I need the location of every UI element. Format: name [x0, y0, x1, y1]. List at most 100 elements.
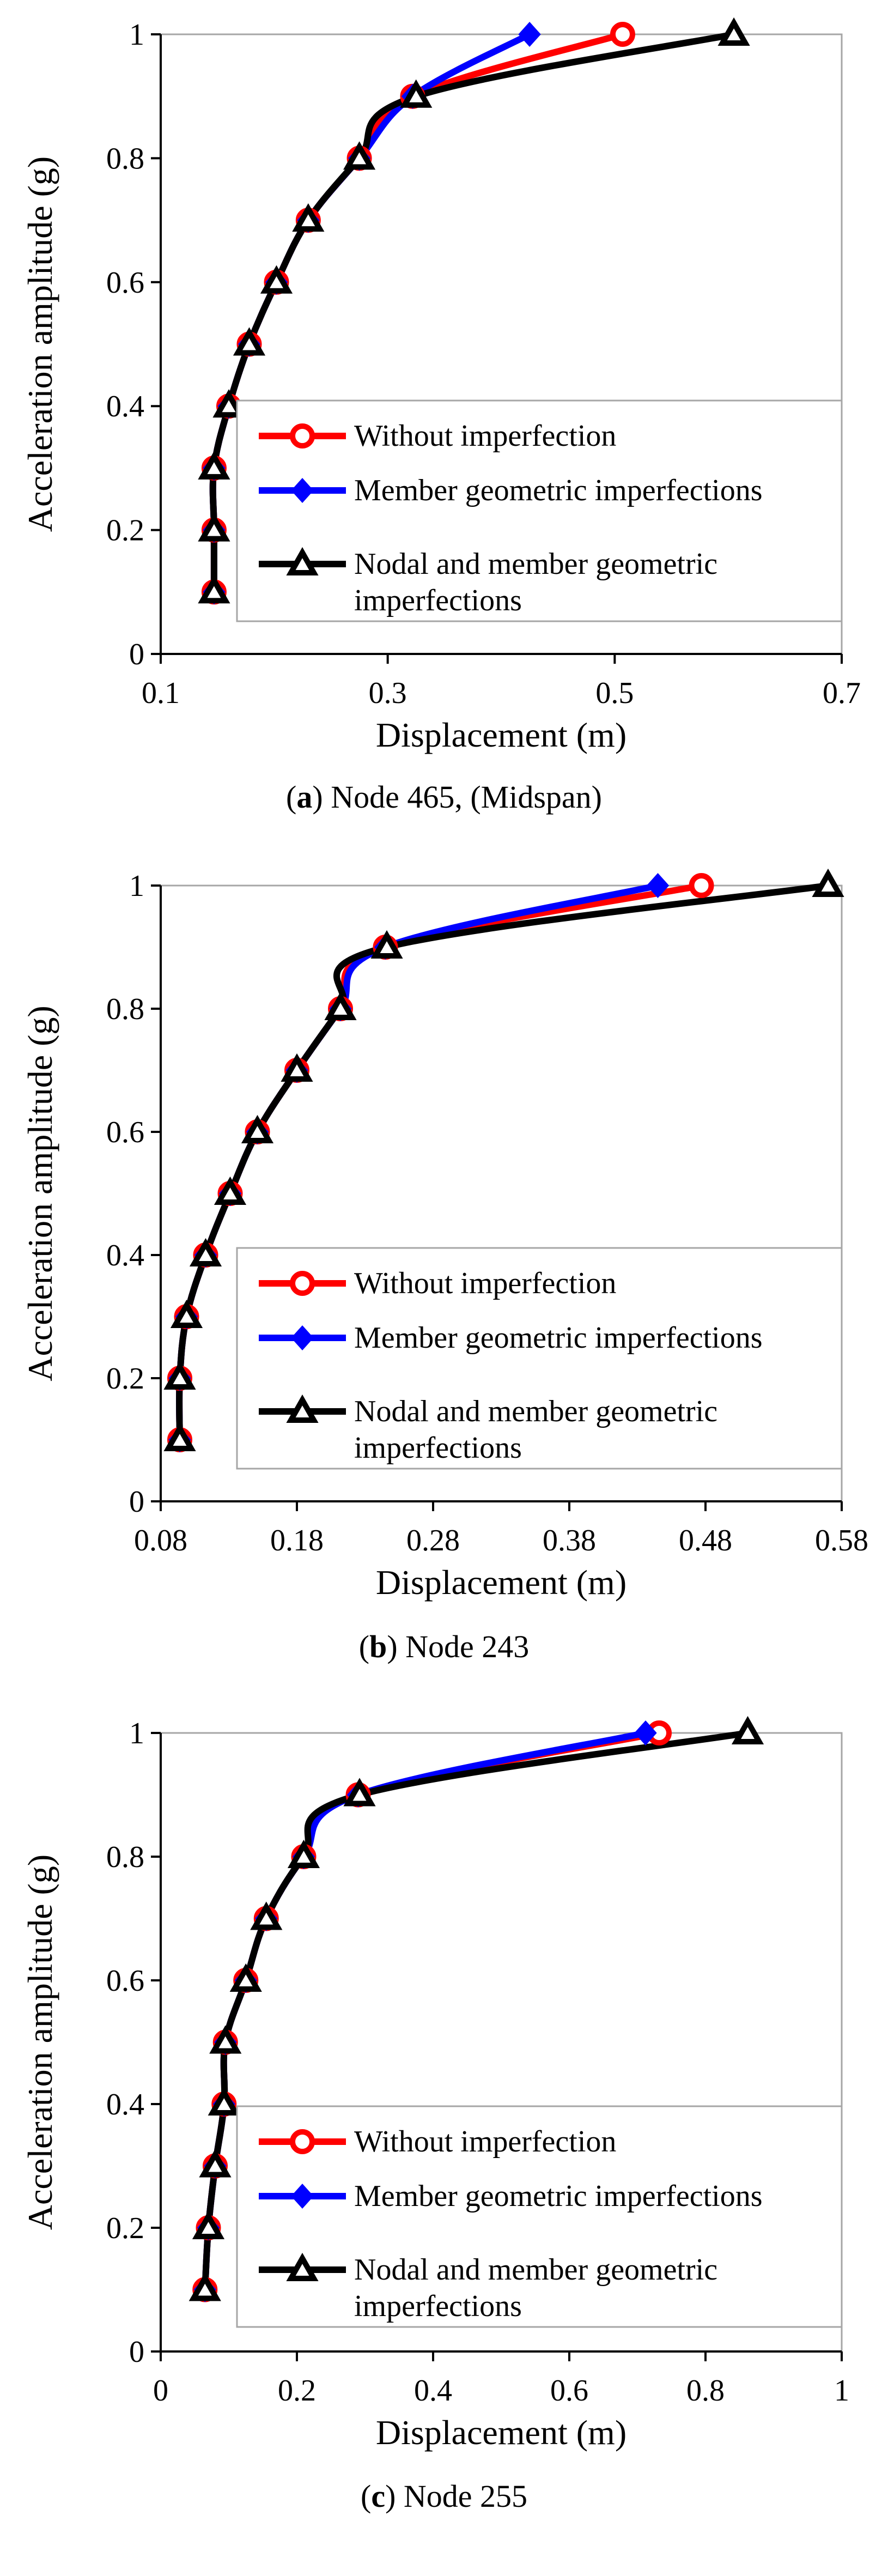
legend-swatch-marker [290, 1271, 315, 1296]
data-point [731, 1716, 764, 1744]
data-point [212, 389, 245, 418]
caption-text: ) Node 465, (Midspan) [312, 779, 602, 815]
x-axis-title: Displacement (m) [376, 716, 627, 754]
data-point [170, 1299, 203, 1328]
x-tick-label: 0.5 [595, 676, 634, 710]
data-point [198, 513, 230, 542]
legend-swatch-marker [290, 423, 315, 448]
y-tick-label: 0 [129, 1485, 144, 1519]
caption-text: ) Node 243 [387, 1629, 529, 1664]
y-tick-label: 0.8 [106, 1840, 144, 1874]
data-point [343, 1778, 376, 1807]
legend-swatch-marker [291, 2184, 314, 2209]
data-point [189, 1238, 222, 1266]
legend-swatch-marker [290, 2129, 315, 2154]
legend-label-nodal-1: Nodal and member geometric [354, 1395, 717, 1428]
y-tick-label: 1 [129, 869, 144, 903]
data-point [400, 79, 433, 108]
x-tick-label: 0.3 [369, 676, 407, 710]
data-point [343, 141, 376, 170]
legend-label-member: Member geometric imperfections [354, 1321, 763, 1355]
legend-label-nodal-2: imperfections [354, 2289, 522, 2323]
y-tick-label: 1 [129, 18, 144, 52]
x-tick-label: 0.8 [686, 2374, 725, 2408]
data-point [188, 2272, 221, 2301]
data-point [192, 2210, 225, 2239]
y-tick-label: 0.8 [106, 992, 144, 1026]
data-point [324, 991, 357, 1020]
legend: Without imperfection Member geometric imp… [236, 2105, 843, 2328]
data-point [198, 451, 230, 480]
x-tick-label: 0.58 [815, 1524, 868, 1557]
legend: Without imperfection Member geometric imp… [236, 399, 843, 622]
data-point [717, 17, 750, 46]
caption-open: ( [361, 2478, 371, 2514]
chart-panel-c: 0 0.2 0.4 0.6 0.8 1 0 0.2 0.4 0.6 0.8 1 Displacement… [21, 1716, 849, 2514]
caption-letter: c [371, 2478, 385, 2514]
legend-swatch-marker [291, 1325, 314, 1350]
legend-swatch-marker [286, 2252, 319, 2281]
legend-label-nodal-1: Nodal and member geometric [354, 2253, 717, 2287]
y-tick-label: 0.6 [106, 266, 144, 300]
markers-nodal [163, 868, 844, 1451]
x-tick-label: 0.2 [278, 2374, 316, 2408]
legend-label-nodal-1: Nodal and member geometric [354, 547, 717, 581]
data-point [281, 1053, 313, 1082]
legend-label-member: Member geometric imperfections [354, 2179, 763, 2213]
x-tick-label: 0.48 [679, 1524, 732, 1557]
data-point [163, 1422, 196, 1451]
markers-nodal [198, 17, 750, 604]
legend-label-without: Without imperfection [354, 1266, 616, 1300]
data-point [292, 203, 325, 232]
legend-label-nodal-2: imperfections [354, 584, 522, 617]
legend-swatch-marker [291, 478, 314, 503]
y-tick-label: 0.6 [106, 1116, 144, 1149]
figure-caption: (a) Node 465, (Midspan) [286, 779, 602, 815]
caption-open: ( [286, 779, 296, 815]
x-tick-label: 0 [153, 2374, 168, 2408]
data-point [209, 2025, 242, 2054]
x-tick-label: 0.08 [134, 1524, 187, 1557]
caption-letter: b [369, 1629, 387, 1664]
data-point [634, 1720, 657, 1745]
data-point [689, 873, 714, 898]
data-point [370, 930, 403, 959]
x-tick-label: 0.18 [270, 1524, 324, 1557]
data-point [233, 327, 266, 356]
legend-label-member: Member geometric imperfections [354, 474, 763, 507]
x-axis-title: Displacement (m) [376, 1563, 627, 1602]
legend-swatch-marker [286, 547, 319, 575]
y-axis-title: Acceleration amplitude (g) [21, 1005, 59, 1381]
y-tick-label: 0.2 [106, 514, 144, 548]
figure-caption: (b) Node 243 [359, 1629, 530, 1664]
data-point [229, 1963, 262, 1992]
data-point [287, 1839, 320, 1868]
data-point [208, 2087, 240, 2116]
y-tick-label: 0.4 [106, 390, 144, 423]
y-tick-label: 0 [129, 638, 144, 671]
y-tick-label: 0 [129, 2335, 144, 2369]
y-tick-label: 0.6 [106, 1964, 144, 1998]
x-tick-label: 0.7 [823, 676, 861, 710]
y-tick-label: 0.4 [106, 2088, 144, 2122]
data-point [518, 22, 541, 47]
x-tick-label: 1 [834, 2374, 849, 2408]
y-tick-label: 0.8 [106, 142, 144, 175]
data-point [214, 1176, 247, 1205]
legend: Without imperfection Member geometric imp… [236, 1247, 843, 1470]
legend-label-nodal-2: imperfections [354, 1431, 522, 1465]
y-axis-title: Acceleration amplitude (g) [21, 156, 59, 532]
y-axis-title: Acceleration amplitude (g) [21, 1854, 59, 2230]
y-tick-label: 0.4 [106, 1239, 144, 1272]
legend-label-without: Without imperfection [354, 2125, 616, 2159]
data-point [260, 265, 293, 294]
data-point [812, 868, 844, 897]
data-point [241, 1114, 274, 1143]
y-tick-label: 1 [129, 1717, 144, 1750]
figure-caption: (c) Node 255 [361, 2478, 527, 2514]
markers-nodal [188, 1716, 764, 2301]
data-point [610, 22, 635, 47]
data-point [646, 873, 670, 898]
caption-letter: a [296, 779, 312, 815]
data-point [163, 1361, 196, 1390]
